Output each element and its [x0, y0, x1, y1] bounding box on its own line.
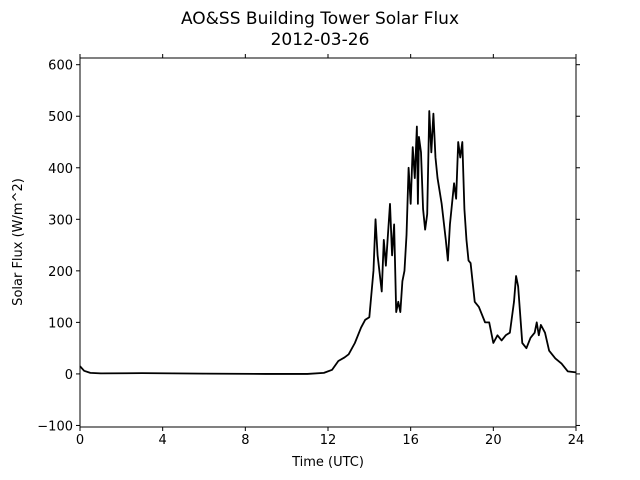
x-axis-label: Time (UTC) [291, 455, 364, 470]
y-tick-label: 0 [65, 368, 73, 383]
data-line [79, 110, 577, 375]
y-tick-label: 400 [48, 162, 73, 177]
chart-subtitle: 2012-03-26 [271, 30, 370, 50]
y-tick-label: 300 [48, 213, 73, 228]
x-tick-label: 16 [402, 433, 419, 448]
x-tick-label: 20 [485, 433, 502, 448]
x-tick-label: 4 [159, 433, 167, 448]
y-tick-label: 200 [48, 265, 73, 280]
x-tick-label: 24 [568, 433, 585, 448]
x-tick-label: 12 [320, 433, 337, 448]
y-tick-label: −100 [37, 419, 73, 434]
chart-title: AO&SS Building Tower Solar Flux [181, 9, 459, 29]
y-tick-label: 100 [48, 316, 73, 331]
y-tick-label: 500 [48, 110, 73, 125]
x-tick-label: 0 [76, 433, 84, 448]
y-tick-label: 600 [48, 59, 73, 74]
x-tick-label: 8 [241, 433, 249, 448]
y-axis-label: Solar Flux (W/m^2) [11, 178, 26, 306]
